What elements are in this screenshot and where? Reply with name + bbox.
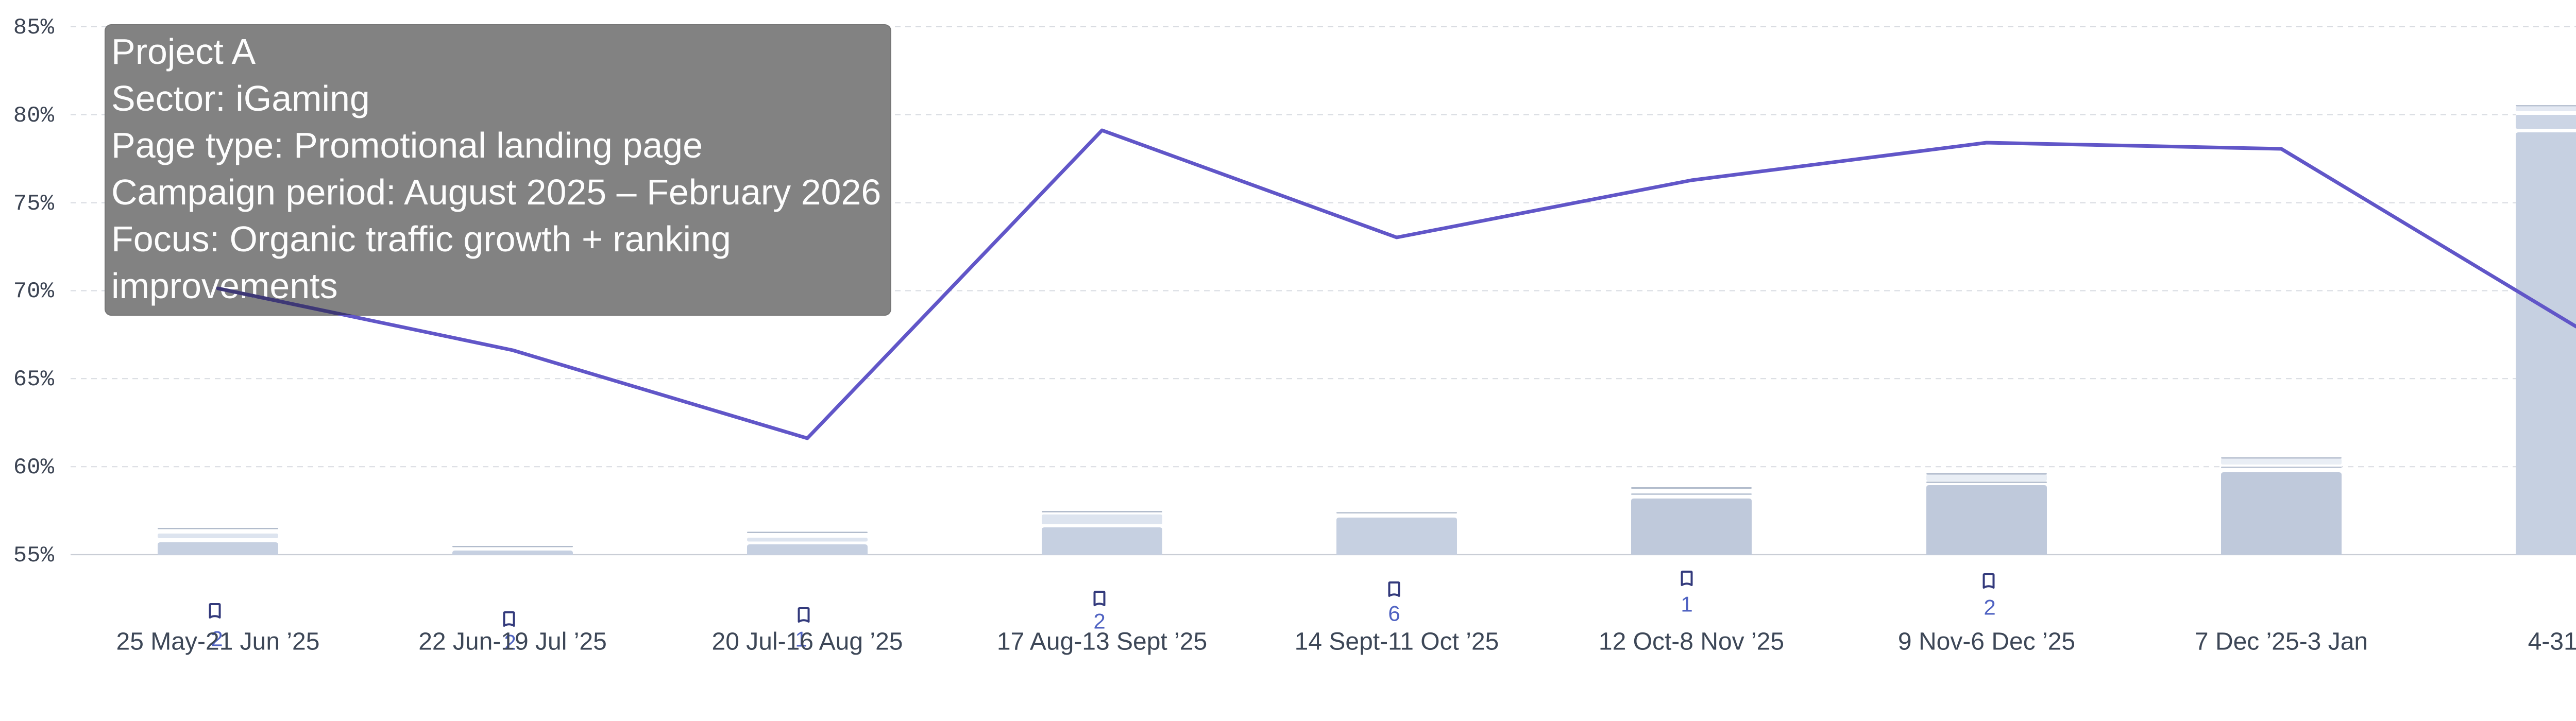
- svg-text:Page type: Promotional landing: Page type: Promotional landing page: [111, 125, 703, 165]
- svg-text:2: 2: [504, 630, 516, 655]
- svg-text:1: 1: [1681, 592, 1692, 616]
- svg-text:Campaign period: August 2025 –: Campaign period: August 2025 – February …: [111, 172, 881, 212]
- svg-text:2: 2: [1093, 609, 1105, 633]
- svg-text:25 May-21 Jun ’25: 25 May-21 Jun ’25: [116, 628, 320, 656]
- svg-text:Sector: iGaming: Sector: iGaming: [111, 78, 370, 118]
- svg-text:22 Jun-19 Jul ’25: 22 Jun-19 Jul ’25: [418, 628, 607, 656]
- svg-text:80%: 80%: [13, 103, 55, 129]
- svg-text:70%: 70%: [13, 279, 55, 304]
- svg-text:65%: 65%: [13, 367, 55, 392]
- svg-text:20 Jul-16 Aug ’25: 20 Jul-16 Aug ’25: [712, 628, 903, 656]
- svg-text:2: 2: [1984, 595, 1995, 620]
- svg-text:60%: 60%: [13, 455, 55, 480]
- svg-text:7 Dec ’25-3 Jan: 7 Dec ’25-3 Jan: [2195, 628, 2368, 656]
- svg-text:55%: 55%: [13, 543, 55, 569]
- svg-text:4-31 Jan: 4-31 Jan: [2528, 628, 2576, 656]
- svg-text:Project A: Project A: [111, 31, 256, 72]
- svg-text:improvements: improvements: [111, 266, 338, 306]
- svg-text:17 Aug-13 Sept ’25: 17 Aug-13 Sept ’25: [997, 628, 1207, 656]
- svg-text:85%: 85%: [13, 15, 55, 41]
- svg-text:1: 1: [795, 627, 807, 651]
- svg-text:Focus: Organic traffic growth: Focus: Organic traffic growth + ranking: [111, 219, 731, 259]
- svg-text:9 Nov-6 Dec ’25: 9 Nov-6 Dec ’25: [1898, 628, 2075, 656]
- svg-text:6: 6: [1388, 602, 1400, 626]
- svg-text:12 Oct-8 Nov ’25: 12 Oct-8 Nov ’25: [1599, 628, 1784, 656]
- svg-text:14 Sept-11 Oct ’25: 14 Sept-11 Oct ’25: [1295, 628, 1499, 656]
- svg-text:2: 2: [211, 627, 223, 651]
- svg-text:75%: 75%: [13, 191, 55, 217]
